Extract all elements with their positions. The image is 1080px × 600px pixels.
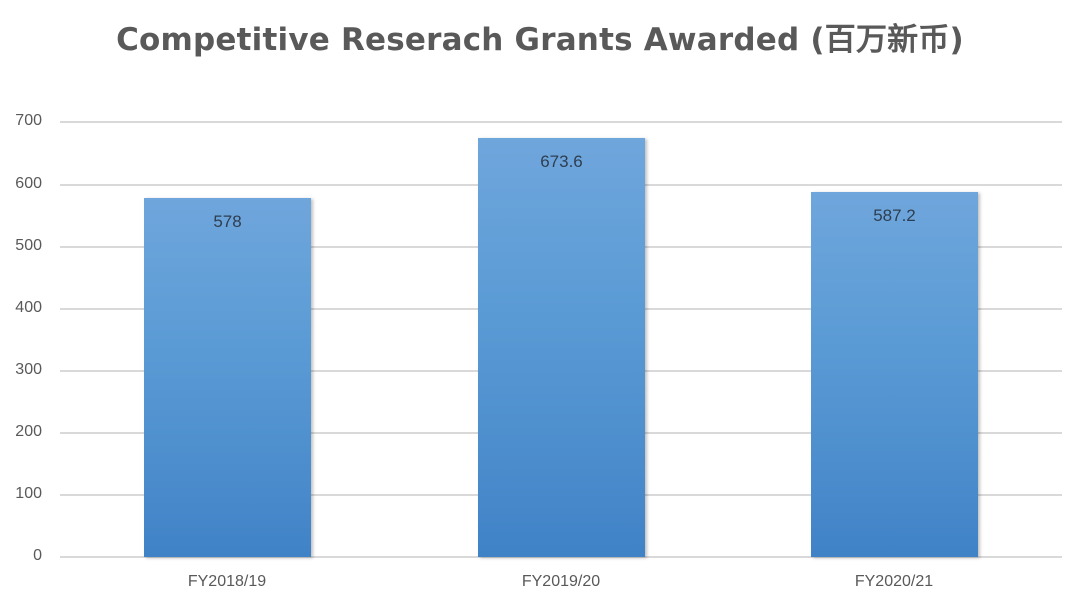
y-tick-700: 700: [15, 112, 42, 129]
x-tick-fy2020-21: FY2020/21: [854, 573, 934, 590]
x-axis-line: [60, 556, 1062, 558]
gridline-700: [60, 121, 1062, 123]
data-label: 578: [213, 212, 242, 231]
y-tick-500: 500: [15, 237, 42, 254]
data-label: 587.2: [873, 206, 916, 225]
data-label: 673.6: [540, 152, 583, 171]
bar-fy2019-20: 673.6: [478, 138, 645, 557]
y-tick-200: 200: [15, 423, 42, 440]
x-tick-fy2018-19: FY2018/19: [187, 573, 267, 590]
y-tick-100: 100: [15, 485, 42, 502]
bar-fy2020-21: 587.2: [811, 192, 978, 557]
y-tick-400: 400: [15, 299, 42, 316]
y-tick-300: 300: [15, 361, 42, 378]
x-tick-fy2019-20: FY2019/20: [521, 573, 601, 590]
y-tick-600: 600: [15, 175, 42, 192]
bar-fy2018-19: 578: [144, 198, 311, 557]
y-tick-0: 0: [33, 547, 42, 564]
chart-title: Competitive Reserach Grants Awarded (百万新…: [116, 22, 964, 58]
